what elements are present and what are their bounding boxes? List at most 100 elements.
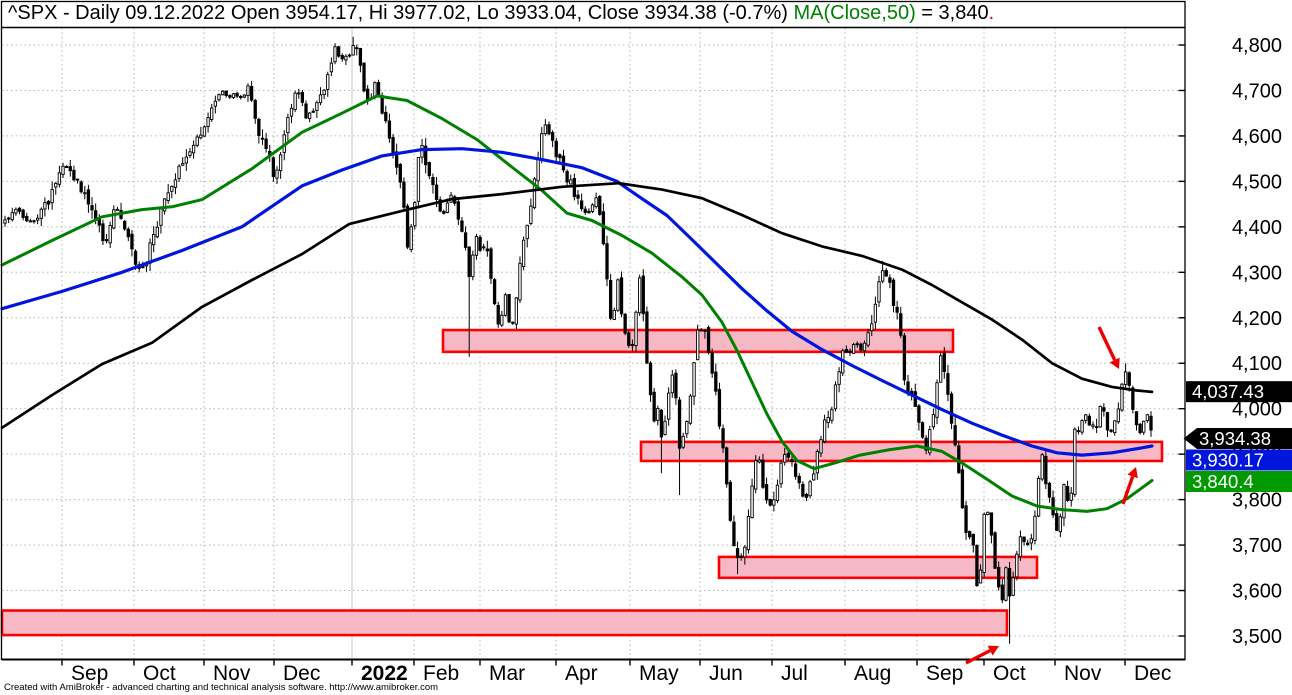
candle-body xyxy=(569,179,573,185)
candle-body xyxy=(844,349,849,353)
candle-body xyxy=(438,199,442,212)
y-axis-label: 4,500 xyxy=(1232,171,1282,193)
candle-body xyxy=(906,381,910,393)
candle-body xyxy=(721,428,725,449)
candle-body xyxy=(231,93,236,99)
candle-body xyxy=(728,481,732,521)
candle-body xyxy=(616,279,620,311)
candle-body xyxy=(754,460,758,490)
x-axis-label: Dec xyxy=(283,662,320,685)
support-zone-3650[interactable] xyxy=(717,555,1039,580)
candle-body xyxy=(1149,415,1153,431)
candle-body xyxy=(598,195,602,215)
candle-body xyxy=(141,266,145,268)
candle-body xyxy=(913,391,917,407)
arrow-december-high[interactable] xyxy=(1097,326,1117,361)
x-axis-label: Nov xyxy=(1064,662,1102,685)
candle-body xyxy=(6,217,11,220)
candle-body xyxy=(463,232,468,248)
candle-body xyxy=(859,343,863,351)
candle-body xyxy=(427,162,431,177)
candle-body xyxy=(953,425,957,446)
candle-body xyxy=(25,215,29,222)
candle-body xyxy=(460,220,464,232)
x-axis-label: Dec xyxy=(1134,662,1171,685)
x-axis-label: Mar xyxy=(489,662,525,685)
y-axis-label: 3,700 xyxy=(1232,535,1282,557)
x-axis-label: Sep xyxy=(926,662,963,685)
price-tag-393438-label: 3,934.38 xyxy=(1199,428,1271,449)
candle-body xyxy=(536,158,540,182)
candle-body xyxy=(10,212,14,221)
candle-body xyxy=(717,389,722,427)
price-tag-403743 xyxy=(1186,381,1292,403)
candle-body xyxy=(253,100,257,119)
arrow-october-low-head xyxy=(987,645,999,656)
candle-body xyxy=(732,521,736,547)
candle-body xyxy=(1018,536,1023,557)
candle-body xyxy=(681,435,685,448)
candle-body xyxy=(1091,424,1095,427)
candle-body xyxy=(630,343,635,347)
title-segment: . xyxy=(988,2,995,24)
arrow-ma-support-head xyxy=(1127,467,1138,479)
candle-body xyxy=(1029,538,1033,544)
candle-body xyxy=(793,463,798,477)
candle-body xyxy=(489,248,493,279)
candle-body xyxy=(579,200,584,210)
candle-body xyxy=(402,181,406,208)
candle-body xyxy=(83,192,87,195)
candle-body xyxy=(228,95,232,98)
candle-body xyxy=(612,310,616,320)
candle-body xyxy=(104,238,109,242)
candle-body xyxy=(993,532,997,569)
candle-body xyxy=(550,132,555,141)
title-segment: MA(Close,50) xyxy=(793,2,916,24)
y-axis-label: 4,100 xyxy=(1232,353,1282,375)
candle-body xyxy=(355,47,359,50)
candle-body xyxy=(1044,455,1048,485)
y-axis-label: 4,000 xyxy=(1232,399,1282,421)
y-axis-label: 4,800 xyxy=(1232,35,1282,57)
resistance-zone-3900[interactable] xyxy=(639,440,1164,463)
candle-body xyxy=(1087,415,1091,426)
x-axis: Sep Oct Nov Dec 2022 Feb Mar Apr May Jun Jul Aug Sep… xyxy=(61,659,1171,685)
title-box xyxy=(0,0,1186,29)
candle-body xyxy=(826,416,830,424)
support-zone-3530[interactable] xyxy=(0,609,1009,637)
candle-body xyxy=(43,202,47,210)
candle-body xyxy=(652,391,656,422)
candle-body xyxy=(329,62,334,73)
candle-body xyxy=(870,323,874,332)
candle-body xyxy=(195,136,199,146)
ma200-line xyxy=(0,181,1154,430)
candle-body xyxy=(634,311,638,346)
candle-body xyxy=(1058,516,1062,533)
price-tag-393438 xyxy=(1183,428,1292,450)
candle-body xyxy=(108,224,112,244)
candle-body xyxy=(583,208,587,213)
candle-body xyxy=(318,94,323,104)
candle-body xyxy=(525,224,529,240)
candle-body xyxy=(888,277,892,283)
candle-body xyxy=(54,182,58,188)
candle-body xyxy=(931,414,936,428)
candle-body xyxy=(884,270,888,277)
x-axis-label: Jul xyxy=(781,662,808,685)
arrow-ma-support[interactable] xyxy=(1121,475,1135,505)
candle-body xyxy=(14,208,18,214)
price-tag-38404-label: 3,840.4 xyxy=(1192,471,1254,492)
candle-body xyxy=(155,226,159,238)
x-axis-label: Apr xyxy=(565,662,598,685)
annotations-layer xyxy=(965,326,1138,665)
candle-body xyxy=(725,447,729,485)
arrow-october-low[interactable] xyxy=(965,649,991,665)
candle-body xyxy=(166,192,170,201)
y-axis-label: 4,700 xyxy=(1232,80,1282,102)
candle-body xyxy=(126,228,130,238)
price-tag-403743-label: 4,037.43 xyxy=(1192,381,1264,402)
candle-body xyxy=(293,92,297,110)
candle-body xyxy=(623,313,627,334)
candle-body xyxy=(982,513,986,573)
